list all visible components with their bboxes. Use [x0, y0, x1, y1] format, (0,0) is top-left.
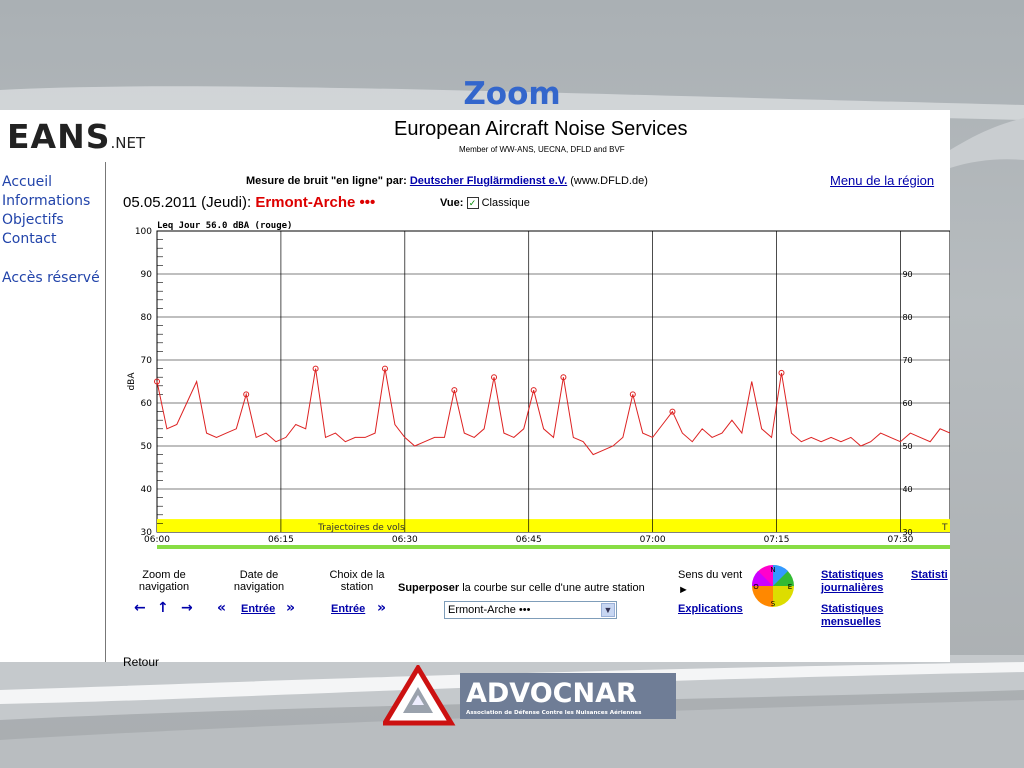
- y-tick-label-secondary: 80: [902, 313, 912, 322]
- vue-label: Vue:: [440, 197, 464, 209]
- peak-marker: [530, 387, 537, 394]
- sidebar-item-objectifs[interactable]: Objectifs: [2, 212, 64, 228]
- y-tick-label: 60: [141, 399, 153, 409]
- stats-cut-link[interactable]: Statisti: [911, 569, 948, 581]
- superposer-label: Superposer la courbe sur celle d'une aut…: [398, 582, 645, 594]
- y-tick-label: 70: [141, 356, 153, 366]
- noise-series-line: [156, 368, 950, 456]
- station-next-icon[interactable]: »: [377, 600, 387, 616]
- x-tick-label: 06:00: [144, 535, 170, 545]
- noise-chart: Trajectoires de vols T 30 40 50 60 70 80 90 100 30…: [127, 221, 950, 549]
- flight-band: [157, 519, 950, 532]
- site-subtitle: Member of WW-ANS, UECNA, DFLD and BVF: [459, 145, 625, 154]
- x-tick-label: 07:15: [764, 535, 790, 545]
- superposer-bold: Superposer: [398, 582, 460, 594]
- select-value: Ermont-Arche •••: [448, 604, 531, 616]
- dfld-link[interactable]: Deutscher Fluglärmdienst e.V.: [409, 175, 568, 187]
- sidebar-item-informations[interactable]: Informations: [2, 193, 91, 209]
- x-tick-label: 06:15: [268, 535, 294, 545]
- flight-band-label-right: T: [941, 523, 948, 533]
- peak-marker: [560, 374, 567, 381]
- stats-monthly-link[interactable]: Statistiques mensuelles: [821, 603, 884, 628]
- y-tick-label: 30: [141, 528, 153, 538]
- peak-marker: [381, 365, 388, 372]
- sidebar-item-accueil[interactable]: Accueil: [2, 174, 52, 190]
- compass-e: E: [788, 583, 792, 591]
- classique-label: Classique: [481, 197, 530, 209]
- x-tick-label: 06:45: [516, 535, 542, 545]
- measure-prefix: Mesure de bruit "en ligne" par:: [246, 175, 407, 187]
- y-tick-label: 40: [141, 485, 153, 495]
- wind-play-icon[interactable]: ►: [678, 584, 689, 596]
- eans-logo-main: EANS: [7, 117, 111, 156]
- date-next-icon[interactable]: »: [286, 600, 296, 616]
- zoom-navigation-label: Zoom de navigation: [138, 569, 190, 593]
- wind-rose-icon[interactable]: N E S O: [750, 563, 796, 609]
- compass-n: N: [770, 566, 775, 574]
- zoom-right-arrow-icon[interactable]: →: [181, 600, 193, 616]
- x-tick-label: 07:00: [640, 535, 666, 545]
- measure-source: Mesure de bruit "en ligne" par: Deutsche…: [246, 175, 648, 187]
- peak-marker: [154, 378, 160, 385]
- site-title: European Aircraft Noise Services: [394, 118, 688, 140]
- retour-link[interactable]: Retour: [123, 655, 160, 669]
- measure-suffix: (www.DFLD.de): [570, 175, 648, 187]
- y-tick-label-secondary: 90: [902, 270, 912, 279]
- date-label: 05.05.2011 (Jeudi):: [123, 194, 252, 211]
- date-navigation-label: Date de navigation: [233, 569, 285, 593]
- flight-band-label: Trajectoires de vols: [317, 523, 405, 533]
- plot-area: [156, 230, 950, 533]
- y-tick-label-secondary: 50: [902, 442, 912, 451]
- date-station-heading: 05.05.2011 (Jeudi): Ermont-Arche •••: [123, 194, 375, 211]
- sidebar-item-contact[interactable]: Contact: [2, 231, 57, 247]
- peak-marker: [451, 387, 458, 394]
- peak-marker: [669, 408, 676, 415]
- x-tick-label: 06:30: [392, 535, 418, 545]
- sidebar-item-acces-reserve[interactable]: Accès réservé: [2, 270, 100, 286]
- advocnar-logo: ADVOCNAR Association de Défense Contre l…: [383, 665, 676, 726]
- axis-status-bar: [157, 545, 950, 549]
- classique-checkbox[interactable]: ✓: [466, 197, 479, 210]
- peak-marker: [491, 374, 498, 381]
- y-tick-label: 100: [135, 227, 152, 237]
- chevron-down-icon[interactable]: ▼: [601, 603, 615, 617]
- zoom-up-arrow-icon[interactable]: ↑: [157, 600, 169, 616]
- view-selector: Vue: ✓ Classique: [440, 197, 530, 210]
- peak-marker: [243, 391, 250, 398]
- chart-title: Leq Jour 56.0 dBA (rouge): [157, 221, 292, 231]
- y-tick-label-secondary: 30: [902, 528, 912, 537]
- y-tick-label-secondary: 60: [902, 399, 912, 408]
- compass-o: O: [753, 583, 759, 591]
- y-tick-label: 80: [141, 313, 153, 323]
- stats-daily-link[interactable]: Statistiques journalières: [821, 569, 884, 594]
- slide-title: Zoom: [463, 76, 561, 112]
- y-tick-label-secondary: 40: [902, 485, 912, 494]
- zoom-left-arrow-icon[interactable]: ←: [134, 600, 146, 616]
- y-tick-label-secondary: 70: [902, 356, 912, 365]
- peak-marker: [778, 369, 785, 376]
- peak-marker: [312, 365, 319, 372]
- eans-logo[interactable]: EANS.NET: [7, 117, 145, 156]
- sidebar-divider: [105, 162, 106, 662]
- superposer-rest: la courbe sur celle d'une autre station: [462, 582, 645, 594]
- station-overlay-select[interactable]: Ermont-Arche ••• ▼: [444, 601, 617, 619]
- station-choice-label: Choix de la station: [329, 569, 385, 593]
- compass-s: S: [771, 600, 776, 608]
- y-axis-label: dBA: [127, 372, 137, 391]
- station-name: Ermont-Arche •••: [255, 194, 376, 211]
- advocnar-tagline: Association de Défense Contre les Nuisan…: [466, 709, 642, 716]
- advocnar-name: ADVOCNAR: [466, 678, 637, 709]
- explications-link[interactable]: Explications: [678, 603, 743, 615]
- eans-logo-suffix: .NET: [110, 134, 146, 152]
- station-entree-link[interactable]: Entrée: [331, 603, 366, 615]
- y-tick-label: 90: [141, 270, 153, 280]
- x-tick-label: 07:30: [887, 535, 913, 545]
- wind-direction-label: Sens du vent: [678, 569, 743, 581]
- date-prev-icon[interactable]: «: [217, 600, 227, 616]
- peak-marker: [629, 391, 636, 398]
- date-entree-link[interactable]: Entrée: [241, 603, 276, 615]
- region-menu-link[interactable]: Menu de la région: [830, 173, 935, 188]
- y-tick-label: 50: [141, 442, 153, 452]
